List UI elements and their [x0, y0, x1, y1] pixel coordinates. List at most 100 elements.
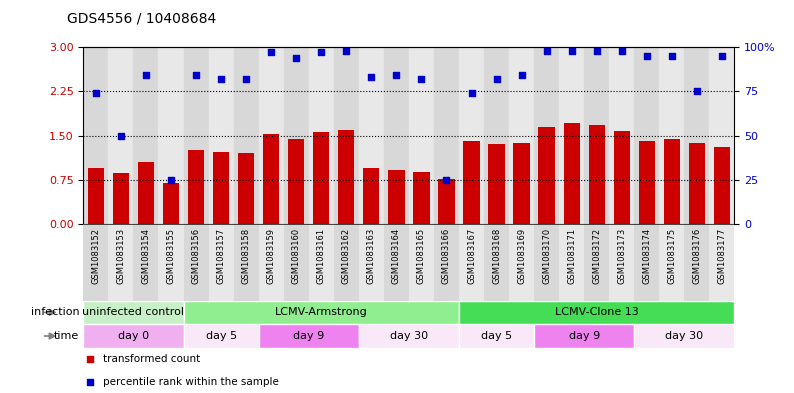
Point — [265, 49, 278, 55]
Bar — [333, 224, 359, 301]
Bar — [88, 168, 104, 224]
Text: GSM1083175: GSM1083175 — [667, 228, 676, 284]
Point — [240, 76, 252, 82]
Text: GSM1083155: GSM1083155 — [167, 228, 175, 284]
Bar — [684, 224, 709, 301]
Bar — [514, 143, 530, 224]
Bar — [183, 301, 459, 324]
Text: GSM1083162: GSM1083162 — [341, 228, 351, 284]
Text: day 30: day 30 — [665, 331, 703, 341]
Bar — [584, 224, 609, 301]
Bar — [484, 47, 509, 224]
Text: GSM1083161: GSM1083161 — [317, 228, 326, 284]
Bar — [434, 224, 459, 301]
Bar — [634, 224, 659, 301]
Bar — [584, 47, 609, 224]
Bar — [609, 47, 634, 224]
Bar — [238, 153, 254, 224]
Point — [591, 48, 603, 54]
Bar — [83, 47, 109, 224]
Text: GSM1083169: GSM1083169 — [517, 228, 526, 284]
Text: day 5: day 5 — [481, 331, 512, 341]
Bar — [359, 47, 384, 224]
Text: GSM1083156: GSM1083156 — [191, 228, 201, 284]
Bar — [488, 144, 505, 224]
Bar — [634, 47, 659, 224]
Bar — [559, 47, 584, 224]
Text: GSM1083163: GSM1083163 — [367, 228, 376, 284]
Point — [540, 48, 553, 54]
Bar — [414, 172, 430, 224]
Bar — [664, 139, 680, 224]
Point — [140, 72, 152, 79]
Text: GSM1083160: GSM1083160 — [291, 228, 301, 284]
Text: GSM1083158: GSM1083158 — [241, 228, 251, 284]
Text: GSM1083154: GSM1083154 — [141, 228, 151, 284]
Bar — [459, 47, 484, 224]
Bar — [183, 224, 209, 301]
Bar — [188, 150, 204, 224]
Point — [90, 90, 102, 96]
Point — [715, 53, 728, 59]
Point — [665, 53, 678, 59]
Text: LCMV-Clone 13: LCMV-Clone 13 — [555, 307, 638, 318]
Bar — [313, 132, 330, 224]
Text: GSM1083159: GSM1083159 — [267, 228, 276, 284]
Point — [515, 72, 528, 79]
Bar — [333, 47, 359, 224]
Bar — [363, 168, 380, 224]
Text: day 30: day 30 — [390, 331, 428, 341]
Point — [465, 90, 478, 96]
Bar — [233, 224, 259, 301]
Text: GSM1083157: GSM1083157 — [217, 228, 225, 284]
Bar — [484, 224, 509, 301]
Point — [83, 378, 96, 385]
Point — [114, 132, 127, 139]
Point — [365, 74, 378, 81]
Text: GSM1083167: GSM1083167 — [467, 228, 476, 284]
Point — [315, 49, 328, 55]
Point — [615, 48, 628, 54]
Bar — [109, 47, 133, 224]
Text: GDS4556 / 10408684: GDS4556 / 10408684 — [67, 12, 217, 26]
Point — [290, 55, 303, 61]
Point — [164, 177, 177, 183]
Bar — [109, 224, 133, 301]
Text: GSM1083164: GSM1083164 — [392, 228, 401, 284]
Point — [641, 53, 653, 59]
Bar — [384, 47, 409, 224]
Bar — [634, 324, 734, 348]
Text: LCMV-Armstrong: LCMV-Armstrong — [275, 307, 368, 318]
Text: time: time — [54, 331, 79, 341]
Bar — [609, 224, 634, 301]
Text: GSM1083176: GSM1083176 — [692, 228, 701, 284]
Text: infection: infection — [31, 307, 79, 318]
Bar — [534, 324, 634, 348]
Bar — [309, 47, 333, 224]
Bar — [459, 301, 734, 324]
Bar — [259, 224, 283, 301]
Bar — [283, 224, 309, 301]
Bar — [233, 47, 259, 224]
Point — [83, 356, 96, 362]
Bar — [263, 134, 279, 224]
Bar — [388, 170, 404, 224]
Bar — [163, 183, 179, 224]
Text: GSM1083165: GSM1083165 — [417, 228, 426, 284]
Text: transformed count: transformed count — [103, 354, 200, 364]
Bar — [213, 152, 229, 224]
Point — [390, 72, 403, 79]
Text: percentile rank within the sample: percentile rank within the sample — [103, 377, 279, 387]
Text: GSM1083171: GSM1083171 — [567, 228, 576, 284]
Bar — [534, 224, 559, 301]
Point — [691, 88, 703, 94]
Bar — [359, 224, 384, 301]
Bar — [283, 47, 309, 224]
Bar — [438, 179, 455, 224]
Text: day 5: day 5 — [206, 331, 237, 341]
Point — [340, 48, 353, 54]
Point — [565, 48, 578, 54]
Bar — [359, 324, 459, 348]
Bar — [133, 224, 159, 301]
Bar — [659, 224, 684, 301]
